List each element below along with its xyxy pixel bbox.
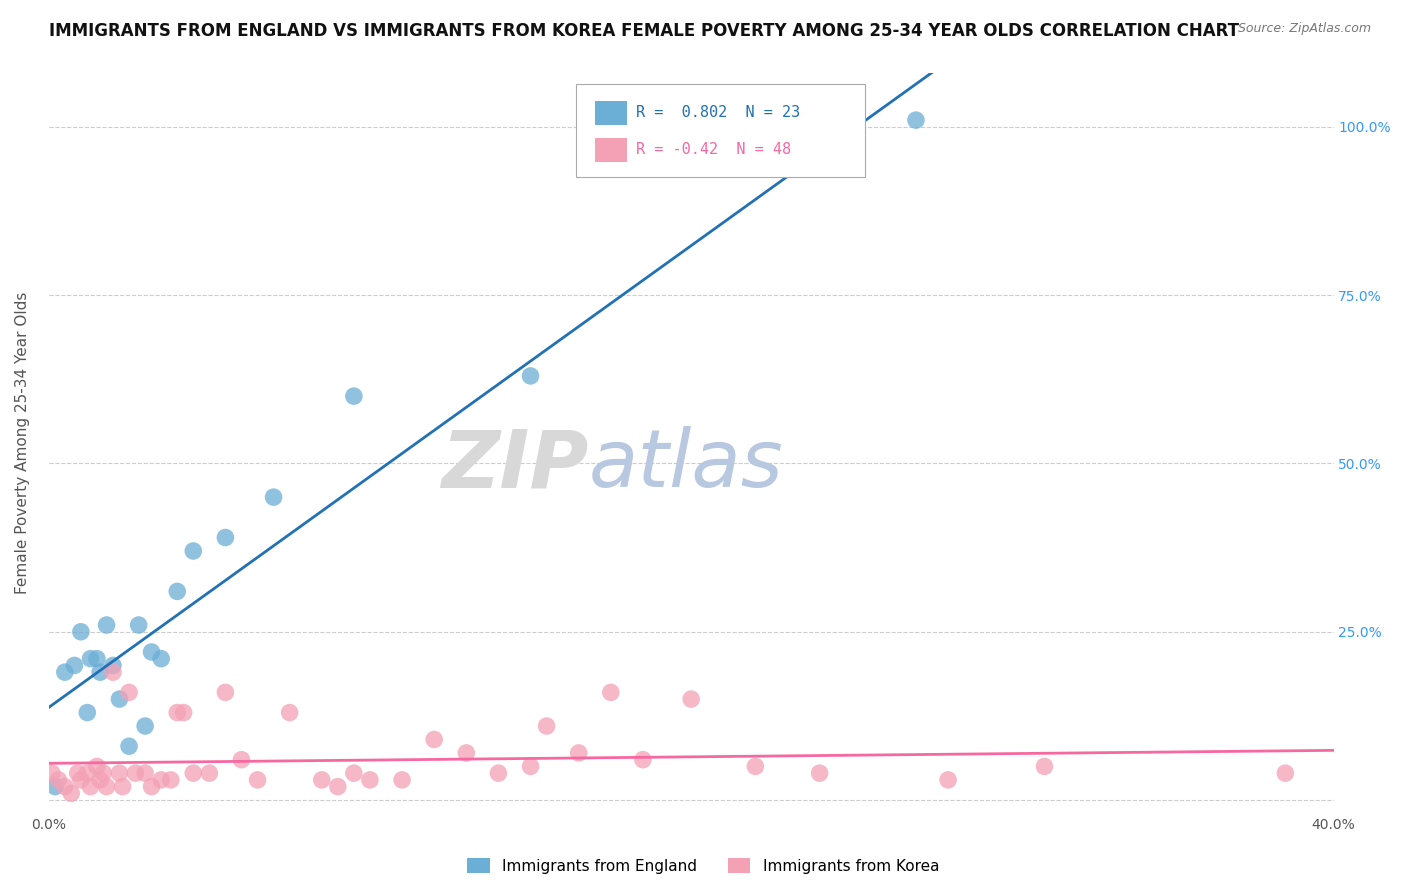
Point [744, 759, 766, 773]
Point [89, 772, 111, 787]
Point [93, 766, 115, 780]
Point [53, 780, 76, 794]
Point [486, 766, 509, 780]
Point [141, 780, 163, 794]
Point [89, 665, 111, 680]
Point [214, 531, 236, 545]
Point [63, 658, 86, 673]
Point [326, 780, 349, 794]
Point [456, 746, 478, 760]
Point [70, 624, 93, 639]
Point [181, 544, 204, 558]
Point [134, 719, 156, 733]
Point [53, 665, 76, 680]
Point [70, 772, 93, 787]
Point [41, 766, 63, 780]
Point [79, 651, 101, 665]
Point [391, 772, 413, 787]
Point [150, 772, 173, 787]
Point [599, 685, 621, 699]
Point [159, 772, 181, 787]
Point [101, 658, 124, 673]
Legend: Immigrants from England, Immigrants from Korea: Immigrants from England, Immigrants from… [461, 852, 945, 880]
Text: R = -0.42  N = 48: R = -0.42 N = 48 [636, 142, 792, 157]
Point [111, 780, 134, 794]
Point [134, 766, 156, 780]
Point [96, 618, 118, 632]
Point [343, 389, 366, 403]
Point [343, 766, 366, 780]
Point [118, 739, 141, 754]
Bar [595, 101, 627, 125]
Point [181, 766, 204, 780]
FancyBboxPatch shape [575, 84, 865, 177]
Text: IMMIGRANTS FROM ENGLAND VS IMMIGRANTS FROM KOREA FEMALE POVERTY AMONG 25-34 YEAR: IMMIGRANTS FROM ENGLAND VS IMMIGRANTS FR… [49, 22, 1239, 40]
Point [936, 772, 959, 787]
Bar [595, 138, 627, 161]
Point [76, 706, 98, 720]
Point [166, 584, 188, 599]
Point [60, 786, 83, 800]
Point [124, 766, 146, 780]
Text: atlas: atlas [588, 426, 783, 505]
Point [1274, 766, 1296, 780]
Point [246, 772, 269, 787]
Point [101, 665, 124, 680]
Point [359, 772, 381, 787]
Point [150, 651, 173, 665]
Point [44, 780, 66, 794]
Point [79, 780, 101, 794]
Point [519, 759, 541, 773]
Point [214, 685, 236, 699]
Point [536, 719, 558, 733]
Point [86, 759, 108, 773]
Point [681, 692, 703, 706]
Point [568, 746, 591, 760]
Point [76, 766, 98, 780]
Point [198, 766, 221, 780]
Point [808, 766, 831, 780]
Point [631, 753, 654, 767]
Point [173, 706, 195, 720]
Point [904, 113, 927, 128]
Point [86, 651, 108, 665]
Point [231, 753, 253, 767]
Point [263, 490, 285, 504]
Text: ZIP: ZIP [441, 426, 588, 505]
Point [166, 706, 188, 720]
Point [108, 692, 131, 706]
Point [311, 772, 333, 787]
Point [96, 780, 118, 794]
Text: Source: ZipAtlas.com: Source: ZipAtlas.com [1237, 22, 1371, 36]
Point [118, 685, 141, 699]
Point [128, 618, 150, 632]
Point [48, 772, 70, 787]
Point [423, 732, 446, 747]
Text: R =  0.802  N = 23: R = 0.802 N = 23 [636, 104, 800, 120]
Point [1033, 759, 1056, 773]
Point [141, 645, 163, 659]
Point [66, 766, 89, 780]
Point [519, 368, 541, 383]
Point [278, 706, 301, 720]
Y-axis label: Female Poverty Among 25-34 Year Olds: Female Poverty Among 25-34 Year Olds [15, 292, 30, 594]
Point [108, 766, 131, 780]
